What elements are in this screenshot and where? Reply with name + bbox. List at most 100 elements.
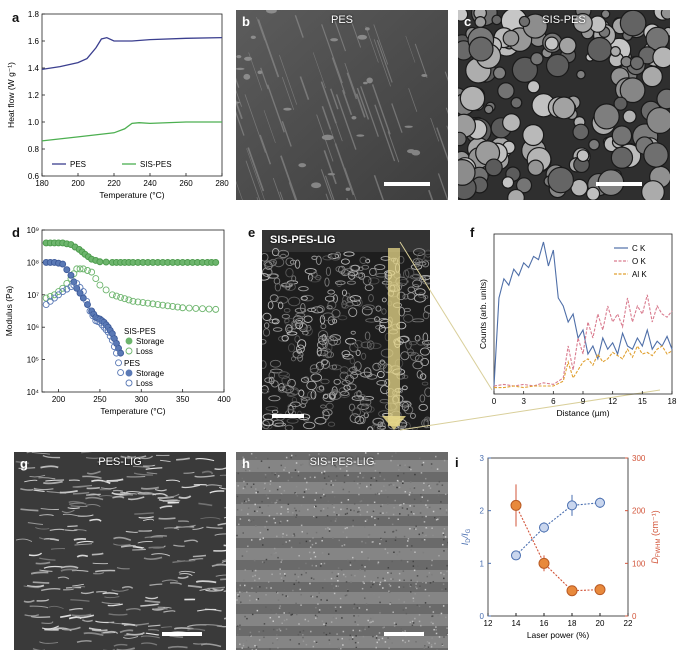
y-tick-label: 10⁸ bbox=[27, 258, 39, 267]
y-tick-label: 1.2 bbox=[28, 91, 40, 100]
data-point bbox=[67, 271, 75, 279]
sem-stripes-texture bbox=[236, 452, 448, 650]
data-point bbox=[212, 305, 220, 313]
legend-group-title: SIS-PES bbox=[124, 327, 156, 336]
y-axis-label: Counts (arb. units) bbox=[478, 279, 488, 349]
data-point bbox=[511, 550, 521, 561]
y-tick-label: 10⁶ bbox=[27, 323, 39, 332]
chart-f-eds-line-scan: 0 3 6 9 12 15 18 Distance (µm) Counts (arb. unit… bbox=[478, 233, 677, 418]
data-point bbox=[115, 359, 122, 367]
scale-bar bbox=[384, 632, 424, 636]
data-point bbox=[129, 297, 137, 305]
sem-image-pes-lig: g PES-LIG bbox=[14, 452, 226, 650]
chart-a-heat-flow: 180 200 220 240 260 280 0.6 0.8 1.0 1.2 1.4 1.6 1.8 T… bbox=[6, 10, 229, 200]
panel-label-g: g bbox=[20, 456, 28, 471]
image-title-pes-lig: PES-LIG bbox=[98, 456, 142, 468]
y-tick-label: 1.4 bbox=[28, 64, 40, 73]
legend-marker bbox=[125, 347, 133, 355]
x-tick-label: 400 bbox=[217, 395, 231, 404]
panel-label-h: h bbox=[242, 456, 250, 471]
sem-sis-pes-texture bbox=[458, 10, 670, 200]
data-point bbox=[164, 302, 172, 310]
panel-label-d: d bbox=[12, 225, 20, 240]
y-tick-label-left: 2 bbox=[480, 507, 485, 516]
series-line-pes bbox=[41, 36, 223, 70]
data-point bbox=[139, 299, 147, 307]
x-axis-label: Distance (µm) bbox=[556, 408, 609, 418]
data-point bbox=[106, 332, 114, 340]
data-point bbox=[73, 265, 81, 273]
legend-marker bbox=[125, 337, 133, 345]
data-point bbox=[185, 304, 193, 312]
data-point bbox=[113, 349, 120, 357]
data-point bbox=[192, 304, 200, 312]
sem-pes-lig-texture bbox=[14, 452, 226, 650]
data-point bbox=[134, 298, 142, 306]
data-point bbox=[84, 267, 91, 274]
sem-image-sis-pes: c SIS-PES bbox=[458, 10, 670, 200]
image-title-sis-pes-lig: SIS-PES-LIG bbox=[270, 234, 336, 246]
panel-label-i: i bbox=[455, 455, 459, 470]
y-axis-label: Heat flow (W g⁻¹) bbox=[6, 62, 16, 128]
legend-label: Loss bbox=[136, 347, 153, 356]
data-point bbox=[100, 323, 108, 331]
data-point bbox=[46, 292, 54, 300]
scale-bar bbox=[384, 182, 430, 186]
y-tick-label: 1.8 bbox=[28, 10, 40, 19]
image-title-sis-pes-lig-h: SIS-PES-LIG bbox=[309, 456, 375, 468]
panel-label-b: b bbox=[242, 14, 250, 29]
x-tick-label: 3 bbox=[521, 397, 526, 406]
data-point bbox=[79, 288, 87, 296]
x-tick-label: 200 bbox=[71, 179, 85, 188]
x-tick-label: 180 bbox=[35, 179, 49, 188]
x-tick-label: 300 bbox=[135, 395, 149, 404]
series-sis-pes-storage bbox=[42, 239, 220, 266]
data-point bbox=[59, 284, 67, 292]
series-pes-loss bbox=[42, 280, 125, 377]
data-point bbox=[121, 295, 129, 303]
series-line-c-k bbox=[493, 241, 673, 387]
legend-group-title: PES bbox=[124, 359, 140, 368]
x-tick-label: 280 bbox=[215, 179, 229, 188]
legend-label: Storage bbox=[136, 369, 165, 378]
y-tick-label: 1.0 bbox=[28, 118, 40, 127]
data-point bbox=[199, 305, 206, 313]
data-point bbox=[108, 291, 116, 299]
y-axis-label-left: ID/IG bbox=[460, 528, 472, 545]
data-point bbox=[567, 500, 577, 511]
x-tick-label: 12 bbox=[484, 619, 493, 628]
data-point bbox=[92, 275, 100, 283]
x-tick-label: 15 bbox=[638, 397, 647, 406]
x-tick-label: 240 bbox=[143, 179, 157, 188]
y-tick-label-right: 0 bbox=[632, 612, 637, 621]
legend-label: PES bbox=[70, 160, 86, 169]
data-point bbox=[117, 293, 125, 301]
data-point bbox=[179, 304, 187, 312]
data-point bbox=[169, 303, 177, 310]
sem-image-sis-pes-lig-surface: h SIS-PES-LIG bbox=[236, 452, 448, 650]
data-point bbox=[595, 497, 605, 508]
x-tick-label: 220 bbox=[107, 179, 121, 188]
plot-frame bbox=[487, 457, 629, 617]
y-tick-label-left: 0 bbox=[480, 612, 485, 621]
data-point bbox=[113, 292, 120, 300]
x-axis-label: Laser power (%) bbox=[527, 630, 590, 640]
x-tick-label: 22 bbox=[624, 619, 633, 628]
data-point bbox=[212, 258, 220, 266]
arrow-head-icon bbox=[382, 416, 406, 430]
y-tick-label-left: 1 bbox=[480, 559, 485, 568]
x-tick-label: 6 bbox=[551, 397, 556, 406]
data-point bbox=[76, 284, 84, 291]
x-tick-label: 16 bbox=[540, 619, 549, 628]
x-tick-label: 9 bbox=[581, 397, 586, 406]
data-point bbox=[102, 286, 110, 294]
legend-label: Storage bbox=[136, 337, 165, 346]
x-tick-label: 12 bbox=[608, 397, 617, 406]
chart-d-modulus: 200 250 300 350 400 10⁴ 10⁵ 10⁶ 10⁷ 10⁸ 10⁹ Tempera… bbox=[4, 226, 231, 416]
data-point bbox=[83, 297, 91, 305]
scale-bar bbox=[272, 414, 304, 418]
scale-bar bbox=[596, 182, 642, 186]
x-tick-label: 14 bbox=[512, 619, 521, 628]
x-axis-label: Temperature (°C) bbox=[100, 406, 165, 416]
data-point bbox=[79, 265, 87, 273]
